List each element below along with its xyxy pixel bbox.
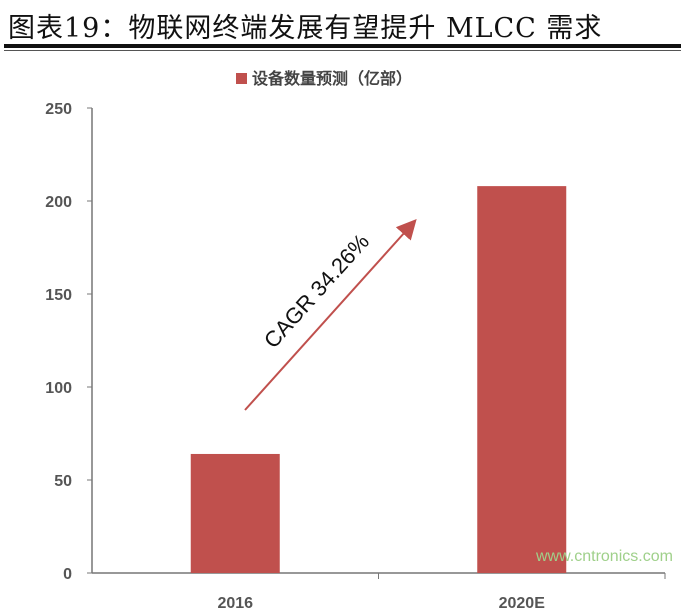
y-tick-label: 100 (45, 380, 72, 397)
title-rule (4, 44, 681, 48)
y-tick-label: 150 (45, 287, 72, 304)
bar-2020E (477, 186, 567, 573)
y-tick-label: 250 (45, 101, 72, 118)
x-tick-label: 2016 (217, 595, 253, 612)
cagr-annotation: CAGR 34.26% (259, 229, 374, 353)
y-tick-label: 200 (45, 194, 72, 211)
figure-title: 图表19：物联网终端发展有望提升 MLCC 需求 (8, 13, 603, 44)
y-tick-label: 0 (63, 566, 72, 583)
y-tick-label: 50 (54, 473, 72, 490)
legend-label: 设备数量预测（亿部） (252, 69, 412, 88)
cagr-arrow (244, 219, 417, 411)
legend-swatch (236, 73, 247, 84)
bar-2016 (190, 453, 280, 573)
watermark: www.cntronics.com (536, 548, 673, 565)
title-rule-thin (4, 50, 681, 51)
x-tick-label: 2020E (499, 595, 546, 612)
